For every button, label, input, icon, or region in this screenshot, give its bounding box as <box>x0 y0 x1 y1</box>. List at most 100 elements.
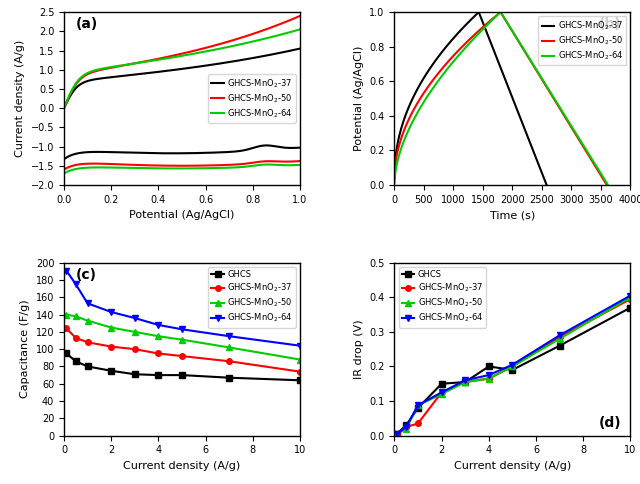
GHCS <box>178 372 186 378</box>
Line: GHCS-MnO$_2$-37: GHCS-MnO$_2$-37 <box>394 296 633 437</box>
Y-axis label: IR drop (V): IR drop (V) <box>354 319 364 379</box>
GHCS-MnO$_2$-37 <box>475 9 483 15</box>
GHCS-MnO$_2$-64 <box>461 378 469 383</box>
GHCS-MnO$_2$-37 <box>178 353 186 359</box>
GHCS-MnO$_2$-64 <box>200 49 208 55</box>
GHCS-MnO$_2$-64 <box>497 9 504 15</box>
X-axis label: Time (s): Time (s) <box>490 210 535 220</box>
GHCS-MnO$_2$-50 <box>627 294 634 300</box>
GHCS-MnO$_2$-37 <box>155 350 163 356</box>
GHCS-MnO$_2$-64 <box>604 182 612 188</box>
GHCS-MnO$_2$-64 <box>627 293 634 299</box>
GHCS-MnO$_2$-37 <box>414 421 422 426</box>
GHCS-MnO$_2$-64 <box>291 28 298 34</box>
GHCS-MnO$_2$-37 <box>556 334 563 340</box>
GHCS-MnO$_2$-50 <box>445 57 453 63</box>
Line: GHCS-MnO$_2$-50: GHCS-MnO$_2$-50 <box>394 295 633 437</box>
GHCS <box>296 378 304 383</box>
GHCS-MnO$_2$-37 <box>543 182 550 188</box>
Line: GHCS-MnO$_2$-37: GHCS-MnO$_2$-37 <box>64 48 300 108</box>
GHCS-MnO$_2$-50 <box>172 52 180 58</box>
GHCS <box>72 358 79 364</box>
Legend: GHCS, GHCS-MnO$_2$-37, GHCS-MnO$_2$-50, GHCS-MnO$_2$-64: GHCS, GHCS-MnO$_2$-37, GHCS-MnO$_2$-50, … <box>399 267 486 328</box>
GHCS-MnO$_2$-64 <box>445 63 453 69</box>
GHCS-MnO$_2$-37 <box>438 390 445 395</box>
GHCS <box>627 305 634 311</box>
GHCS-MnO$_2$-50 <box>572 131 579 136</box>
Legend: GHCS-MnO$_2$-37, GHCS-MnO$_2$-50, GHCS-MnO$_2$-64: GHCS-MnO$_2$-37, GHCS-MnO$_2$-50, GHCS-M… <box>538 16 626 65</box>
Text: (b): (b) <box>598 17 621 31</box>
GHCS-MnO$_2$-50 <box>481 22 489 28</box>
GHCS <box>84 363 92 369</box>
GHCS-MnO$_2$-64 <box>423 94 431 100</box>
GHCS-MnO$_2$-50 <box>60 105 68 111</box>
GHCS-MnO$_2$-37 <box>291 47 298 53</box>
GHCS-MnO$_2$-50 <box>84 318 92 323</box>
Text: (a): (a) <box>76 17 98 31</box>
GHCS <box>155 372 163 378</box>
GHCS-MnO$_2$-64 <box>72 281 79 287</box>
GHCS-MnO$_2$-64 <box>173 54 181 60</box>
GHCS-MnO$_2$-64 <box>131 315 139 321</box>
GHCS-MnO$_2$-37 <box>485 376 493 381</box>
GHCS <box>461 379 469 385</box>
GHCS-MnO$_2$-37 <box>63 326 70 332</box>
GHCS-MnO$_2$-64 <box>403 424 410 430</box>
GHCS-MnO$_2$-37 <box>225 358 233 364</box>
GHCS-MnO$_2$-37 <box>435 54 442 60</box>
GHCS-MnO$_2$-64 <box>390 181 398 186</box>
GHCS-MnO$_2$-64 <box>414 402 422 408</box>
GHCS-MnO$_2$-37 <box>188 65 196 71</box>
GHCS-MnO$_2$-37 <box>504 85 512 91</box>
GHCS-MnO$_2$-64 <box>253 38 261 44</box>
GHCS <box>131 371 139 377</box>
Legend: GHCS-MnO$_2$-37, GHCS-MnO$_2$-50, GHCS-MnO$_2$-64: GHCS-MnO$_2$-37, GHCS-MnO$_2$-50, GHCS-M… <box>208 74 296 123</box>
GHCS-MnO$_2$-64 <box>556 333 563 338</box>
GHCS <box>63 350 70 356</box>
GHCS-MnO$_2$-50 <box>131 329 139 335</box>
GHCS-MnO$_2$-50 <box>291 15 298 21</box>
X-axis label: Current density (A/g): Current density (A/g) <box>454 461 571 471</box>
GHCS-MnO$_2$-50 <box>509 363 516 369</box>
GHCS-MnO$_2$-37 <box>627 296 634 302</box>
Y-axis label: Capacitance (F/g): Capacitance (F/g) <box>20 300 30 398</box>
GHCS-MnO$_2$-37 <box>390 175 398 181</box>
GHCS-MnO$_2$-50 <box>155 333 163 339</box>
GHCS-MnO$_2$-50 <box>63 312 70 318</box>
GHCS-MnO$_2$-37 <box>393 431 401 437</box>
GHCS-MnO$_2$-50 <box>178 337 186 343</box>
GHCS-MnO$_2$-50 <box>438 391 445 397</box>
GHCS-MnO$_2$-37 <box>172 67 180 73</box>
GHCS <box>509 367 516 373</box>
GHCS-MnO$_2$-64 <box>84 301 92 306</box>
GHCS-MnO$_2$-64 <box>485 372 493 378</box>
Line: GHCS-MnO$_2$-50: GHCS-MnO$_2$-50 <box>63 312 303 363</box>
GHCS-MnO$_2$-37 <box>108 344 115 349</box>
GHCS-MnO$_2$-64 <box>438 390 445 395</box>
GHCS-MnO$_2$-64 <box>481 24 489 30</box>
GHCS-MnO$_2$-37 <box>173 67 181 73</box>
GHCS-MnO$_2$-37 <box>296 45 304 51</box>
GHCS <box>414 405 422 411</box>
GHCS-MnO$_2$-50 <box>200 45 208 51</box>
Line: GHCS-MnO$_2$-64: GHCS-MnO$_2$-64 <box>63 268 303 348</box>
GHCS-MnO$_2$-64 <box>225 333 233 339</box>
Line: GHCS: GHCS <box>394 305 633 437</box>
GHCS-MnO$_2$-50 <box>461 379 469 385</box>
GHCS-MnO$_2$-37 <box>523 131 531 136</box>
GHCS-MnO$_2$-64 <box>412 114 419 120</box>
GHCS <box>403 423 410 428</box>
GHCS-MnO$_2$-64 <box>60 105 68 111</box>
GHCS <box>438 381 445 387</box>
Y-axis label: Current density (A/g): Current density (A/g) <box>15 40 25 157</box>
GHCS-MnO$_2$-64 <box>155 322 163 328</box>
X-axis label: Current density (A/g): Current density (A/g) <box>124 461 241 471</box>
GHCS <box>393 431 401 437</box>
GHCS-MnO$_2$-50 <box>296 357 304 363</box>
GHCS <box>108 368 115 374</box>
GHCS-MnO$_2$-50 <box>393 431 401 437</box>
GHCS-MnO$_2$-50 <box>423 86 431 91</box>
GHCS-MnO$_2$-50 <box>603 182 611 188</box>
GHCS-MnO$_2$-64 <box>544 85 552 91</box>
GHCS-MnO$_2$-50 <box>497 9 504 15</box>
